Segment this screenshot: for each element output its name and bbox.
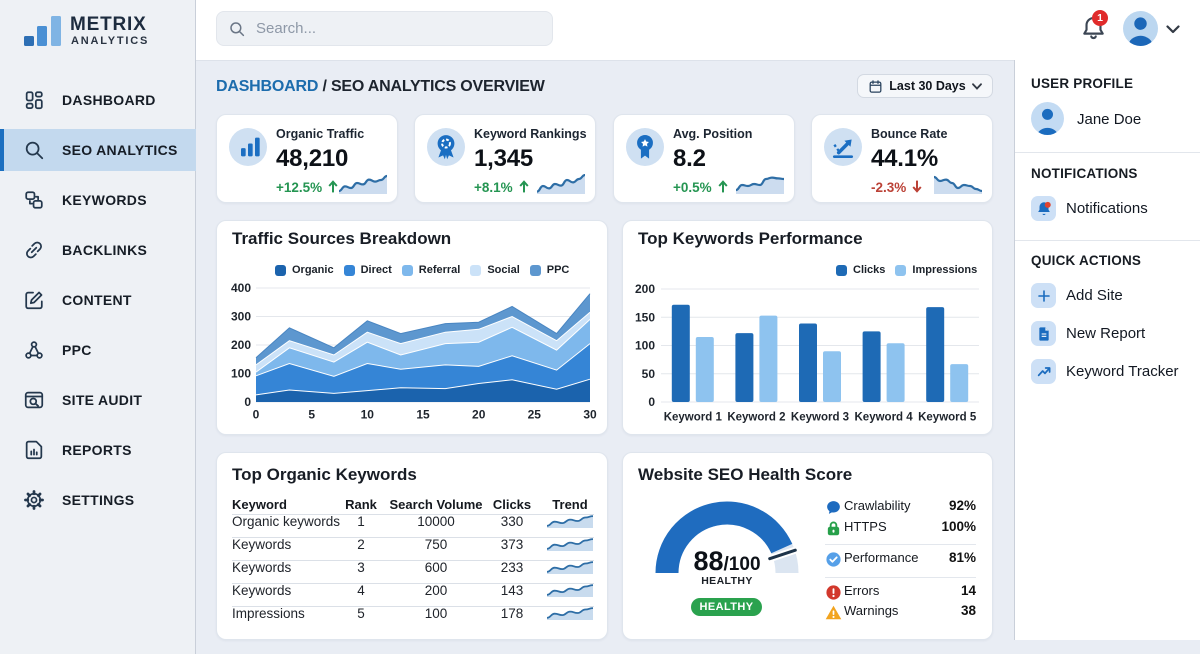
svg-text:10: 10: [361, 408, 375, 422]
svg-text:20: 20: [472, 408, 486, 422]
svg-text:0: 0: [648, 395, 655, 409]
svg-text:0: 0: [244, 395, 251, 409]
svg-text:Keyword 4: Keyword 4: [855, 412, 914, 424]
svg-text:Keyword 3: Keyword 3: [791, 412, 849, 424]
svg-text:300: 300: [231, 310, 251, 324]
svg-text:100: 100: [635, 339, 655, 353]
svg-text:50: 50: [642, 367, 656, 381]
svg-text:25: 25: [528, 408, 542, 422]
svg-text:400: 400: [231, 281, 251, 295]
svg-text:Keyword 5: Keyword 5: [918, 412, 977, 424]
svg-text:5: 5: [308, 408, 315, 422]
svg-text:30: 30: [583, 408, 597, 422]
svg-text:200: 200: [635, 282, 655, 296]
svg-text:150: 150: [635, 311, 655, 325]
svg-text:0: 0: [253, 408, 260, 422]
svg-text:100: 100: [231, 367, 251, 381]
svg-text:Keyword 1: Keyword 1: [664, 412, 723, 424]
svg-text:200: 200: [231, 338, 251, 352]
svg-text:15: 15: [416, 408, 430, 422]
svg-text:Keyword 2: Keyword 2: [727, 412, 785, 424]
